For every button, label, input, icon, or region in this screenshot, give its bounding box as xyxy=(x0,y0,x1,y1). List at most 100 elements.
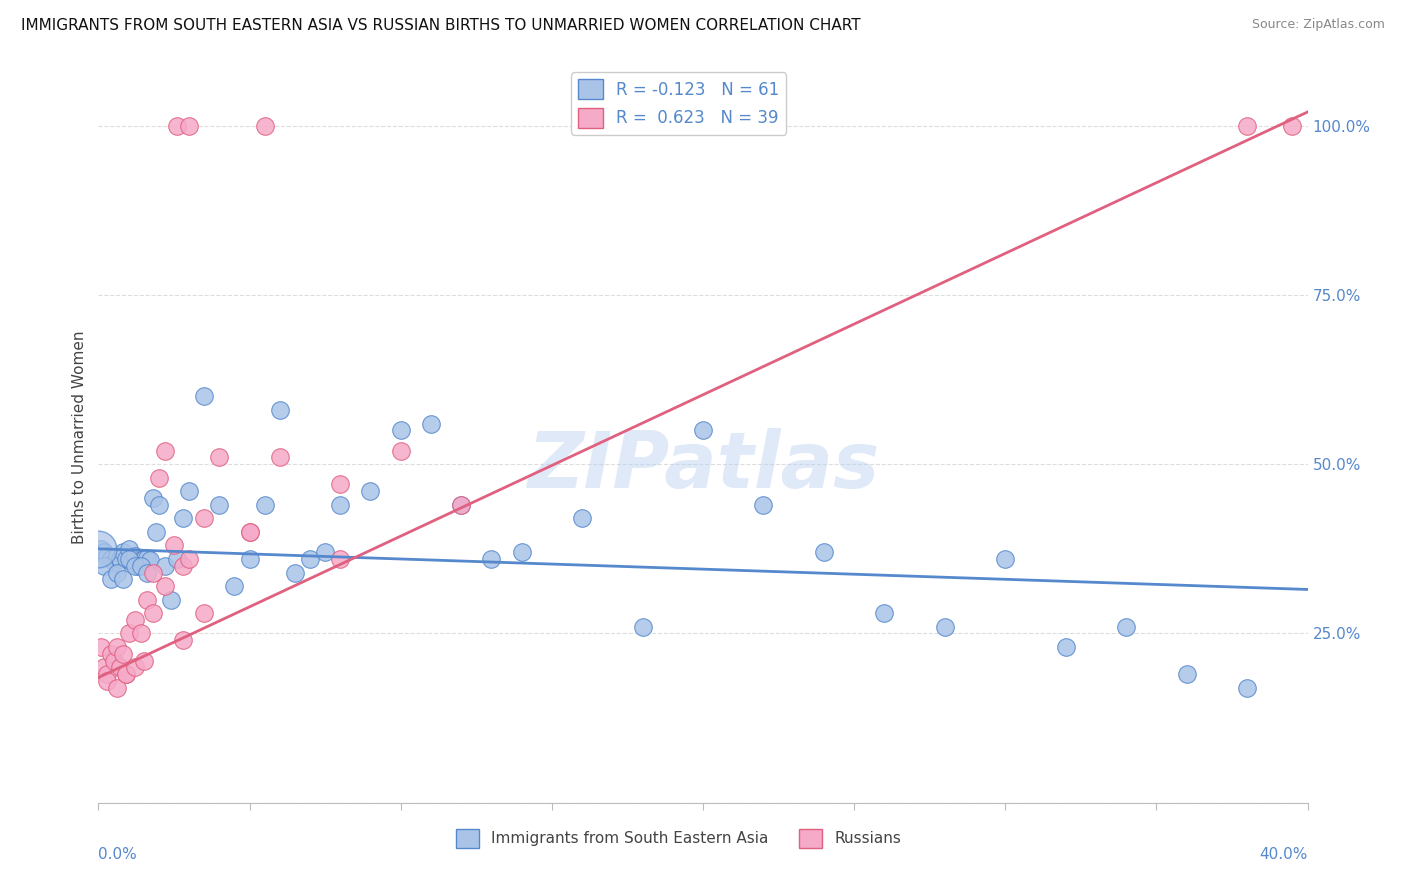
Point xyxy=(934,620,956,634)
Point xyxy=(100,552,122,566)
Point xyxy=(108,660,131,674)
Point xyxy=(314,545,336,559)
Point xyxy=(145,524,167,539)
Point xyxy=(389,443,412,458)
Point xyxy=(105,640,128,654)
Point xyxy=(124,613,146,627)
Point xyxy=(269,450,291,465)
Point xyxy=(129,626,152,640)
Text: ZIPatlas: ZIPatlas xyxy=(527,428,879,504)
Point xyxy=(105,566,128,580)
Point xyxy=(96,667,118,681)
Point xyxy=(160,592,183,607)
Point xyxy=(93,660,115,674)
Point xyxy=(129,553,152,567)
Point xyxy=(239,552,262,566)
Point xyxy=(87,541,110,556)
Point xyxy=(90,640,112,654)
Point xyxy=(135,550,157,565)
Point xyxy=(571,511,593,525)
Point xyxy=(114,667,136,681)
Point xyxy=(1054,640,1077,654)
Point xyxy=(179,484,201,499)
Point xyxy=(118,541,141,556)
Point xyxy=(111,572,134,586)
Point xyxy=(208,450,231,465)
Point xyxy=(153,579,176,593)
Point xyxy=(752,498,775,512)
Point xyxy=(148,471,170,485)
Legend: Immigrants from South Eastern Asia, Russians: Immigrants from South Eastern Asia, Russ… xyxy=(450,822,907,854)
Text: IMMIGRANTS FROM SOUTH EASTERN ASIA VS RUSSIAN BIRTHS TO UNMARRIED WOMEN CORRELAT: IMMIGRANTS FROM SOUTH EASTERN ASIA VS RU… xyxy=(21,18,860,33)
Point xyxy=(166,119,188,133)
Text: 0.0%: 0.0% xyxy=(98,847,138,862)
Point xyxy=(142,491,165,505)
Point xyxy=(105,681,128,695)
Point xyxy=(253,498,276,512)
Text: 40.0%: 40.0% xyxy=(1260,847,1308,862)
Point xyxy=(108,552,131,566)
Text: Source: ZipAtlas.com: Source: ZipAtlas.com xyxy=(1251,18,1385,31)
Point xyxy=(135,592,157,607)
Point xyxy=(139,553,162,567)
Point xyxy=(813,545,835,559)
Point xyxy=(631,620,654,634)
Point xyxy=(93,558,115,573)
Point xyxy=(481,552,503,566)
Point xyxy=(111,647,134,661)
Point xyxy=(166,552,188,566)
Point xyxy=(142,566,165,580)
Point xyxy=(179,552,201,566)
Point xyxy=(124,549,146,563)
Point xyxy=(93,545,115,559)
Point xyxy=(129,558,152,573)
Point xyxy=(329,498,352,512)
Point xyxy=(163,538,186,552)
Point xyxy=(114,552,136,566)
Point xyxy=(239,524,262,539)
Point xyxy=(179,119,201,133)
Point xyxy=(132,654,155,668)
Point xyxy=(148,498,170,512)
Point xyxy=(420,417,443,431)
Point xyxy=(132,552,155,566)
Point xyxy=(239,524,262,539)
Point xyxy=(96,549,118,563)
Point xyxy=(1236,681,1258,695)
Point xyxy=(153,558,176,573)
Point xyxy=(127,558,149,573)
Point xyxy=(450,498,472,512)
Point xyxy=(1281,119,1303,133)
Point xyxy=(450,498,472,512)
Point xyxy=(111,545,134,559)
Point xyxy=(329,477,352,491)
Point xyxy=(105,549,128,563)
Point xyxy=(329,552,352,566)
Point xyxy=(121,555,143,569)
Point xyxy=(224,579,246,593)
Point xyxy=(103,555,125,569)
Point xyxy=(114,667,136,681)
Point xyxy=(100,647,122,661)
Point xyxy=(193,511,215,525)
Point xyxy=(692,423,714,437)
Point xyxy=(172,633,194,648)
Point xyxy=(994,552,1017,566)
Point xyxy=(124,558,146,573)
Point xyxy=(193,606,215,620)
Point xyxy=(118,552,141,566)
Point xyxy=(142,606,165,620)
Point xyxy=(100,572,122,586)
Point xyxy=(510,545,533,559)
Point xyxy=(172,558,194,573)
Point xyxy=(1115,620,1137,634)
Point xyxy=(124,660,146,674)
Point xyxy=(1236,119,1258,133)
Point xyxy=(208,498,231,512)
Point xyxy=(193,389,215,403)
Point xyxy=(96,673,118,688)
Point xyxy=(253,119,276,133)
Point xyxy=(389,423,412,437)
Point xyxy=(153,443,176,458)
Point xyxy=(172,511,194,525)
